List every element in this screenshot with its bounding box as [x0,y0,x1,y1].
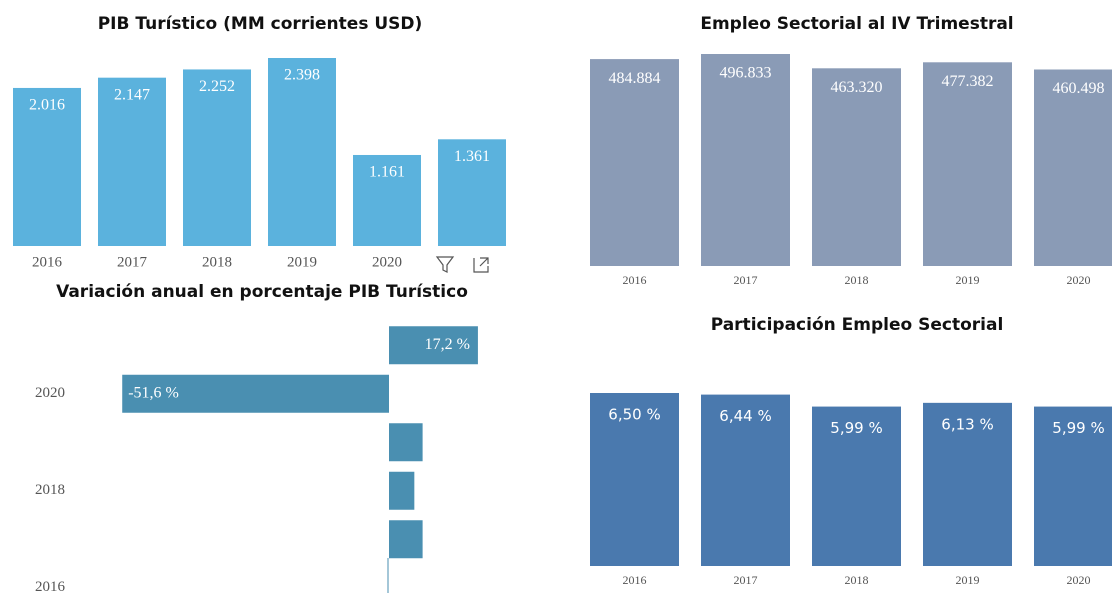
x-tick-label: 2016 [623,573,647,587]
bar [1034,406,1112,566]
bar [389,423,423,462]
x-tick-label: 2020 [1067,273,1091,287]
value-label: -51,6 % [128,384,179,401]
x-tick-label: 2017 [734,573,758,587]
bar [590,393,679,566]
value-label: 477.382 [942,73,994,90]
x-tick-label: 2019 [956,573,980,587]
chart-title: Participación Empleo Sectorial [711,315,1004,335]
x-tick-label: 2018 [202,254,232,270]
bar [122,374,389,413]
x-tick-label: 2019 [287,254,317,270]
y-tick-label: 2016 [35,579,66,593]
bar [923,402,1012,566]
x-tick-label: 2017 [734,273,758,287]
chart-title: PIB Turístico (MM corrientes USD) [98,14,423,34]
bar [389,520,423,559]
value-label: 6,13 % [941,415,993,433]
value-label: 484.884 [609,70,661,87]
value-label: 5,99 % [830,419,882,437]
x-tick-label: 2020 [1067,573,1091,587]
x-tick-label: 2017 [117,254,148,270]
bar [389,326,478,365]
bar [389,471,415,510]
x-tick-label: 2020 [372,254,402,270]
bar [13,87,81,246]
bar [438,139,506,246]
bar [701,54,790,266]
value-label: 2.147 [114,86,150,103]
bar [1034,69,1112,266]
x-tick-label: 2016 [32,254,63,270]
chart-title: Empleo Sectorial al IV Trimestral [700,14,1013,34]
bar [701,394,790,566]
value-label: 6,50 % [608,406,660,424]
x-tick-label: 2018 [845,273,869,287]
filter-icon[interactable] [435,256,455,273]
y-tick-label: 2018 [35,482,65,498]
chart-title: Variación anual en porcentaje PIB Turíst… [56,282,468,302]
x-tick-label: 2016 [623,273,647,287]
value-label: 2.398 [284,67,320,84]
bar [98,77,166,246]
bar [183,69,251,247]
value-label: 460.498 [1053,80,1105,97]
bar [353,154,421,246]
x-tick-label: 2018 [845,573,869,587]
value-label: 2.252 [199,78,235,95]
value-label: 6,44 % [719,407,771,425]
x-tick-label: 2019 [956,273,980,287]
expand-icon[interactable] [473,257,489,273]
bar [268,58,336,246]
value-label: 463.320 [831,79,883,96]
value-label: 5,99 % [1052,419,1104,437]
value-label: 1.161 [369,164,405,181]
bar [590,59,679,267]
bar [812,406,901,566]
y-tick-label: 2020 [35,385,65,401]
value-label: 17,2 % [425,336,470,353]
visual-icons[interactable] [435,256,489,273]
value-label: 2.016 [29,97,65,114]
value-label: 496.833 [720,65,772,82]
bar [923,62,1012,267]
bar [812,68,901,267]
value-label: 1.361 [454,148,490,165]
